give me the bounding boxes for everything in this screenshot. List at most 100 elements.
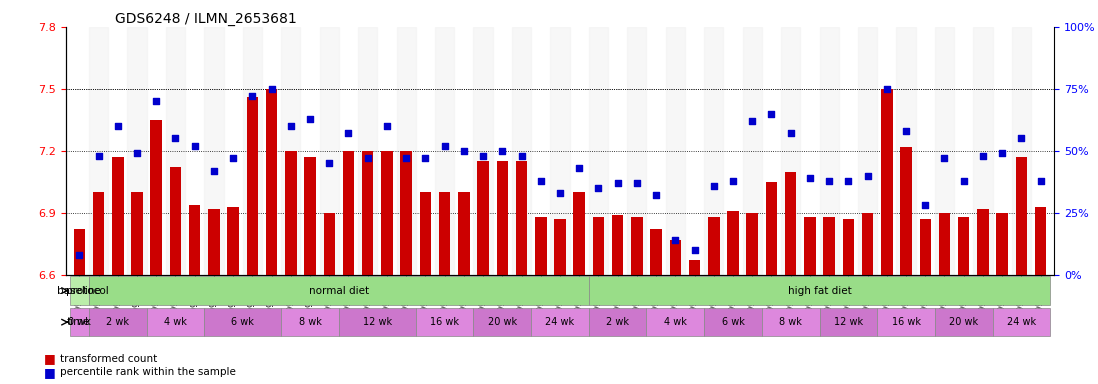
Point [531, 177, 549, 184]
Bar [900, 147, 911, 275]
Bar [554, 219, 565, 275]
Bar [727, 211, 739, 275]
Bar [439, 192, 450, 275]
Bar [1016, 157, 1027, 275]
Text: baseline: baseline [57, 286, 101, 296]
Text: 12 wk: 12 wk [833, 317, 863, 327]
FancyBboxPatch shape [531, 308, 589, 336]
Bar [285, 151, 296, 275]
Text: 16 wk: 16 wk [892, 317, 920, 327]
Point [628, 180, 646, 186]
FancyBboxPatch shape [762, 308, 819, 336]
FancyBboxPatch shape [89, 308, 147, 336]
Bar [781, 27, 800, 275]
Point [397, 155, 415, 161]
Bar [93, 192, 104, 275]
Point [609, 180, 627, 186]
Point [571, 165, 589, 171]
Bar [478, 161, 489, 275]
Bar [881, 89, 893, 275]
Bar [957, 217, 970, 275]
Bar [281, 27, 301, 275]
Point [359, 155, 377, 161]
Text: high fat diet: high fat diet [787, 286, 851, 296]
Point [128, 150, 146, 156]
FancyBboxPatch shape [281, 308, 339, 336]
Text: 16 wk: 16 wk [430, 317, 459, 327]
Point [70, 252, 88, 258]
FancyBboxPatch shape [589, 308, 647, 336]
Point [109, 123, 126, 129]
Point [493, 148, 511, 154]
Point [147, 98, 165, 104]
FancyBboxPatch shape [70, 308, 89, 336]
Bar [824, 217, 834, 275]
Point [743, 118, 761, 124]
Text: transformed count: transformed count [60, 354, 158, 364]
Point [820, 177, 838, 184]
Text: 12 wk: 12 wk [362, 317, 392, 327]
Bar [435, 27, 455, 275]
Bar [89, 27, 109, 275]
Bar [896, 27, 916, 275]
Bar [204, 27, 224, 275]
Bar [670, 240, 681, 275]
FancyBboxPatch shape [877, 308, 934, 336]
FancyBboxPatch shape [147, 308, 204, 336]
Point [167, 136, 184, 142]
Bar [1034, 207, 1046, 275]
Point [666, 237, 684, 243]
Bar [396, 27, 416, 275]
Text: percentile rank within the sample: percentile rank within the sample [60, 367, 236, 377]
Bar [132, 192, 143, 275]
Point [455, 148, 472, 154]
Point [878, 86, 896, 92]
Bar [170, 167, 181, 275]
Text: normal diet: normal diet [309, 286, 369, 296]
Point [186, 143, 203, 149]
Bar [704, 27, 724, 275]
Bar [535, 217, 547, 275]
Point [935, 155, 953, 161]
Point [244, 93, 261, 99]
Point [859, 172, 876, 179]
Bar [862, 213, 873, 275]
Bar [804, 217, 816, 275]
Bar [550, 27, 570, 275]
Bar [631, 217, 642, 275]
Point [590, 185, 607, 191]
FancyBboxPatch shape [339, 308, 416, 336]
Bar [304, 157, 316, 275]
Text: 20 wk: 20 wk [488, 317, 517, 327]
Bar [227, 207, 239, 275]
FancyBboxPatch shape [704, 308, 762, 336]
Point [474, 153, 492, 159]
Bar [765, 182, 777, 275]
Bar [209, 209, 220, 275]
Point [725, 177, 742, 184]
FancyBboxPatch shape [416, 308, 473, 336]
Bar [688, 260, 701, 275]
Point [955, 177, 973, 184]
FancyBboxPatch shape [473, 308, 531, 336]
Point [648, 192, 665, 199]
Text: 2 wk: 2 wk [606, 317, 629, 327]
Bar [243, 27, 262, 275]
Bar [665, 27, 685, 275]
Point [686, 247, 704, 253]
Bar [1011, 27, 1031, 275]
Bar [189, 205, 201, 275]
Bar [573, 192, 585, 275]
Text: 4 wk: 4 wk [664, 317, 686, 327]
Bar [934, 27, 954, 275]
Text: 20 wk: 20 wk [949, 317, 978, 327]
Bar [939, 213, 950, 275]
FancyBboxPatch shape [89, 276, 589, 305]
Text: 6 wk: 6 wk [721, 317, 744, 327]
FancyBboxPatch shape [204, 308, 281, 336]
Bar [593, 217, 604, 275]
Point [994, 150, 1011, 156]
Point [897, 128, 915, 134]
Point [974, 153, 991, 159]
Text: GDS6248 / ILMN_2653681: GDS6248 / ILMN_2653681 [115, 12, 298, 26]
